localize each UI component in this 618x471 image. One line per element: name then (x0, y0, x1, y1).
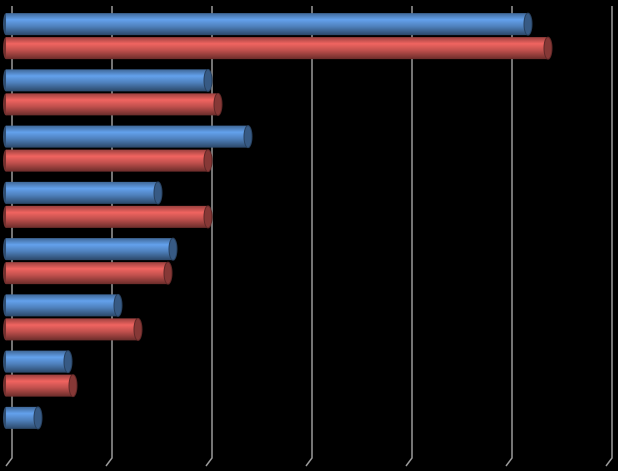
bar (6, 262, 168, 285)
bar-cap (543, 36, 553, 60)
bar (6, 181, 158, 204)
bar-cap (133, 317, 143, 341)
bar (6, 406, 38, 429)
grid-line (305, 6, 313, 467)
bar (6, 37, 548, 60)
bar-cap (213, 92, 223, 116)
bar (6, 374, 73, 397)
grid-line (405, 6, 413, 467)
bar-cap (153, 181, 163, 205)
bar (6, 69, 208, 92)
grid-line (605, 6, 613, 467)
bar (6, 149, 208, 172)
bar-cap (523, 12, 533, 36)
bar-cap (203, 149, 213, 173)
grid-line (505, 6, 513, 467)
bar-cap (63, 350, 73, 374)
bar (6, 238, 173, 261)
bar-cap (203, 205, 213, 229)
bar-cap (243, 125, 253, 149)
bar (6, 205, 208, 228)
bar (6, 350, 68, 373)
bar-cap (113, 293, 123, 317)
bar-cap (33, 406, 43, 430)
bar (6, 125, 248, 148)
bar-cap (163, 261, 173, 285)
bar-cap (203, 68, 213, 92)
bar-cap (68, 374, 78, 398)
bar-cap (168, 237, 178, 261)
bar (6, 294, 118, 317)
bar (6, 318, 138, 341)
bar (6, 13, 528, 36)
bar (6, 93, 218, 116)
